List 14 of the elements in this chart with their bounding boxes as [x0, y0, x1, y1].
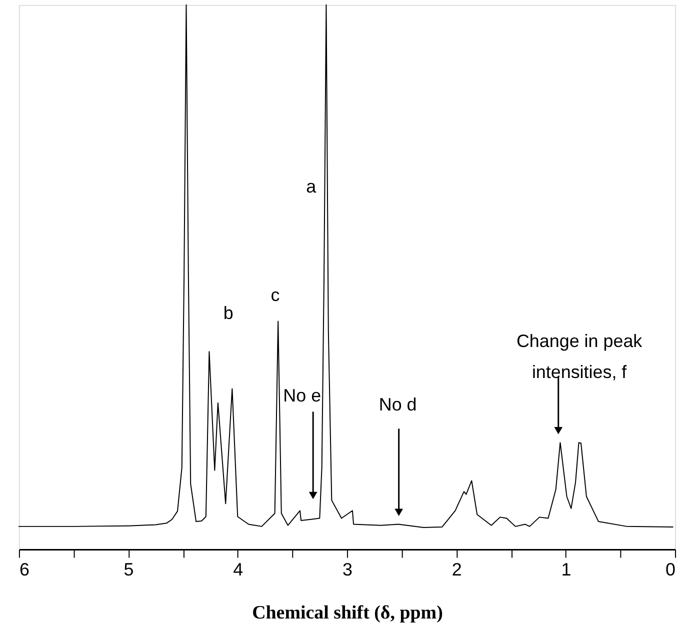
annotation: a	[306, 176, 316, 196]
annotation: c	[270, 285, 280, 306]
x-axis-title: Chemical shift (δ, ppm)	[252, 602, 443, 624]
x-tick-label: 0	[666, 560, 676, 580]
annotation: b	[223, 302, 234, 323]
x-tick-label: 2	[452, 560, 462, 580]
annotation: Change in peak intensities, f	[516, 330, 642, 382]
x-tick-label: 4	[233, 560, 244, 580]
x-tick-label: 3	[342, 560, 352, 580]
annotation: No e	[283, 386, 322, 406]
x-tick-label: 5	[124, 560, 134, 580]
x-tick-label: 1	[561, 560, 572, 580]
annotation: No d	[378, 394, 417, 415]
x-tick-label: 6	[19, 560, 30, 580]
